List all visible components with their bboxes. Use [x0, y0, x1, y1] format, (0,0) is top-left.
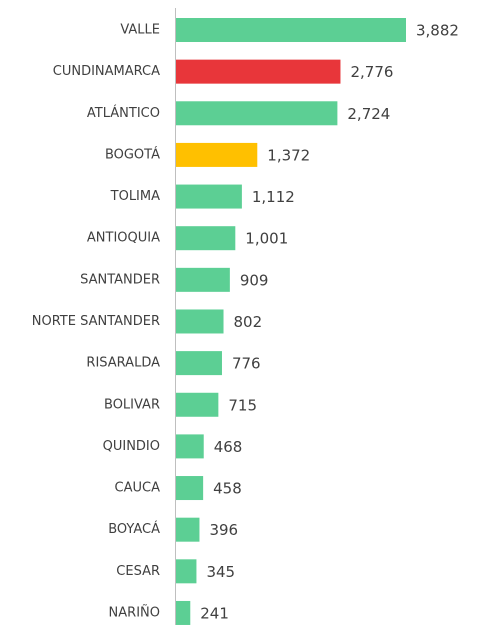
value-label: 3,882 [416, 22, 459, 40]
bar [176, 226, 236, 251]
category-label: QUINDIO [103, 439, 160, 454]
category-label: BOLIVAR [104, 397, 160, 412]
bar [176, 434, 204, 459]
category-label: BOYACÁ [108, 521, 160, 537]
category-label: ATLÁNTICO [87, 105, 160, 121]
value-label: 802 [234, 313, 263, 331]
value-label: 1,372 [267, 146, 310, 164]
value-label: 909 [240, 271, 269, 289]
value-label: 396 [209, 521, 238, 539]
bar [176, 142, 258, 167]
category-label: CESAR [116, 564, 160, 579]
category-label: RISARALDA [86, 356, 160, 371]
value-label: 1,112 [252, 188, 295, 206]
value-label: 2,724 [347, 105, 390, 123]
bar [176, 18, 406, 42]
value-label: 2,776 [350, 63, 393, 81]
value-label: 1,001 [245, 230, 288, 248]
value-label: 345 [206, 563, 235, 581]
bar [176, 309, 224, 334]
bar [176, 351, 222, 376]
bar [176, 476, 204, 501]
category-label: NORTE SANTANDER [32, 314, 160, 329]
category-label: BOGOTÁ [105, 146, 160, 162]
category-label: CUNDINAMARCA [53, 64, 160, 79]
category-label: SANTANDER [80, 272, 160, 287]
bar [176, 517, 200, 542]
bar [176, 184, 242, 209]
category-label: ANTIOQUIA [87, 231, 160, 246]
category-label: VALLE [120, 23, 160, 38]
bar [176, 101, 338, 126]
value-label: 468 [214, 438, 243, 456]
bar [176, 267, 230, 292]
bar [176, 600, 191, 625]
value-label: 776 [232, 355, 261, 373]
category-label: TOLIMA [110, 189, 160, 204]
bar [176, 392, 219, 417]
value-label: 241 [200, 604, 229, 622]
bar [176, 59, 341, 84]
bar [176, 559, 197, 584]
category-label: NARIÑO [109, 604, 160, 620]
value-label: 715 [228, 396, 257, 414]
category-label: CAUCA [115, 481, 161, 496]
value-label: 458 [213, 480, 242, 498]
